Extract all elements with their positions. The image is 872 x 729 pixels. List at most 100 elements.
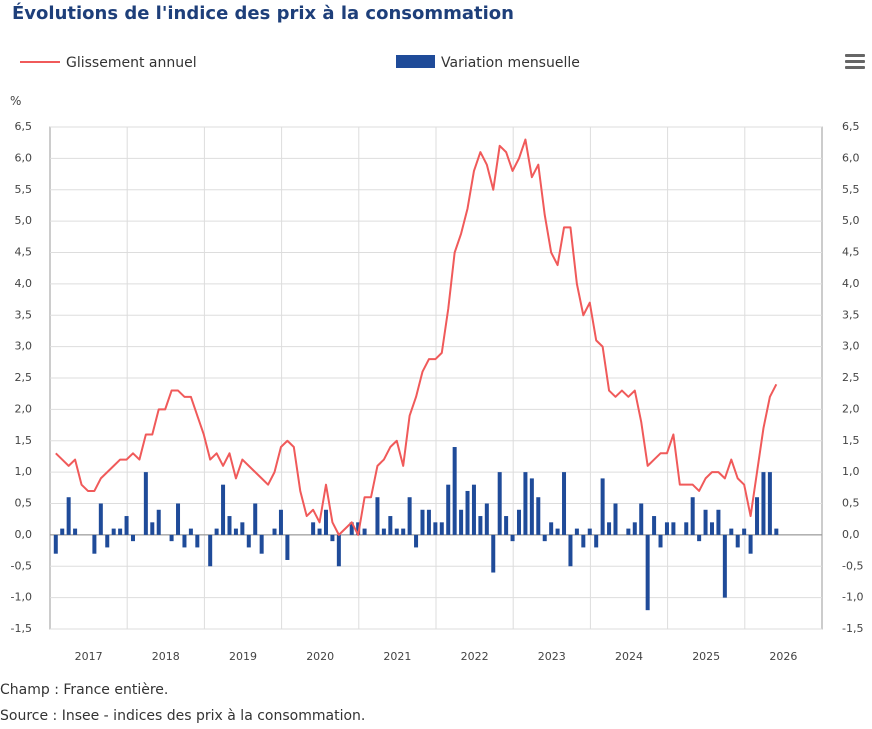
- bar: [182, 534, 187, 548]
- bar: [574, 528, 579, 535]
- bar: [407, 497, 412, 535]
- bar: [516, 509, 521, 535]
- bar: [671, 522, 676, 535]
- bar: [227, 516, 232, 535]
- bar: [156, 509, 161, 535]
- bar: [259, 534, 264, 554]
- bar: [272, 528, 277, 535]
- bar: [510, 534, 515, 542]
- bar: [587, 528, 592, 535]
- legend-label[interactable]: Glissement annuel: [66, 55, 197, 71]
- bar: [607, 522, 612, 535]
- bar: [278, 509, 283, 535]
- bar: [761, 472, 766, 535]
- y2-tick-label: 6,0: [842, 151, 860, 164]
- bar: [536, 497, 541, 535]
- y-tick-label: -1,0: [11, 591, 32, 604]
- bar: [664, 522, 669, 535]
- y-tick-label: 1,0: [15, 465, 33, 478]
- x-group-label: 2025: [692, 650, 720, 663]
- bar: [542, 534, 547, 542]
- bar: [98, 503, 103, 535]
- bar: [388, 516, 393, 535]
- y-tick-label: 2,5: [15, 371, 33, 384]
- x-group-label: 2023: [538, 650, 566, 663]
- y-tick-label: 6,0: [15, 151, 33, 164]
- y-tick-label: 4,5: [15, 246, 33, 259]
- bar: [491, 534, 496, 573]
- y-tick-label: 3,5: [15, 308, 33, 321]
- bar: [645, 534, 650, 611]
- bar: [253, 503, 258, 535]
- bar: [639, 503, 644, 535]
- x-group-label: 2022: [461, 650, 489, 663]
- x-group-label: 2026: [769, 650, 797, 663]
- bar: [66, 497, 71, 535]
- bar: [446, 484, 451, 535]
- bar: [362, 528, 367, 535]
- bar: [767, 472, 772, 535]
- bar: [562, 472, 567, 535]
- x-group-label: 2019: [229, 650, 257, 663]
- y-tick-label: -0,5: [11, 559, 32, 572]
- bar: [356, 522, 361, 535]
- bar: [709, 522, 714, 535]
- y-tick-label: 5,0: [15, 214, 33, 227]
- bar: [381, 528, 386, 535]
- bar: [549, 522, 554, 535]
- bar: [478, 516, 483, 535]
- y2-tick-label: 5,0: [842, 214, 860, 227]
- y2-tick-label: 1,0: [842, 465, 860, 478]
- x-group-label: 2017: [75, 650, 103, 663]
- y2-tick-label: 3,5: [842, 308, 860, 321]
- y-tick-label: 0,0: [15, 528, 33, 541]
- note: Champ : France entière.: [0, 682, 168, 698]
- bar: [53, 534, 58, 554]
- bar: [118, 528, 123, 535]
- y-tick-label: 0,5: [15, 497, 33, 510]
- bar: [684, 522, 689, 535]
- legend-label[interactable]: Variation mensuelle: [441, 55, 580, 71]
- bar: [690, 497, 695, 535]
- bar: [240, 522, 245, 535]
- menu-button[interactable]: [845, 54, 865, 69]
- bar: [420, 509, 425, 535]
- y2-tick-label: 3,0: [842, 340, 860, 353]
- y2-tick-label: 6,5: [842, 120, 860, 133]
- y-axis-unit: %: [10, 94, 21, 108]
- bar: [143, 472, 148, 535]
- legend-bar-swatch: [396, 55, 435, 68]
- bar: [208, 534, 213, 567]
- bar: [459, 509, 464, 535]
- bar: [349, 522, 354, 535]
- y2-tick-label: 2,5: [842, 371, 860, 384]
- y-tick-label: 2,0: [15, 402, 33, 415]
- bar: [529, 478, 534, 535]
- y-tick-label: 4,0: [15, 277, 33, 290]
- bar: [465, 490, 470, 535]
- y-tick-label: 6,5: [15, 120, 33, 133]
- bar: [471, 484, 476, 535]
- bar: [60, 528, 65, 535]
- bar: [317, 528, 322, 535]
- bar: [748, 534, 753, 554]
- y2-tick-label: -0,5: [842, 559, 863, 572]
- y-tick-label: 5,5: [15, 183, 33, 196]
- bar: [439, 522, 444, 535]
- bar: [600, 478, 605, 535]
- bar: [73, 528, 78, 535]
- bar: [336, 534, 341, 567]
- bar: [105, 534, 110, 548]
- bar: [176, 503, 181, 535]
- bar: [130, 534, 135, 542]
- bar: [311, 522, 316, 535]
- bar: [729, 528, 734, 535]
- bar: [246, 534, 251, 548]
- bar: [742, 528, 747, 535]
- x-group-label: 2024: [615, 650, 643, 663]
- bar: [124, 516, 129, 535]
- y-tick-label: -1,5: [11, 622, 32, 635]
- bar: [594, 534, 599, 548]
- bar: [426, 509, 431, 535]
